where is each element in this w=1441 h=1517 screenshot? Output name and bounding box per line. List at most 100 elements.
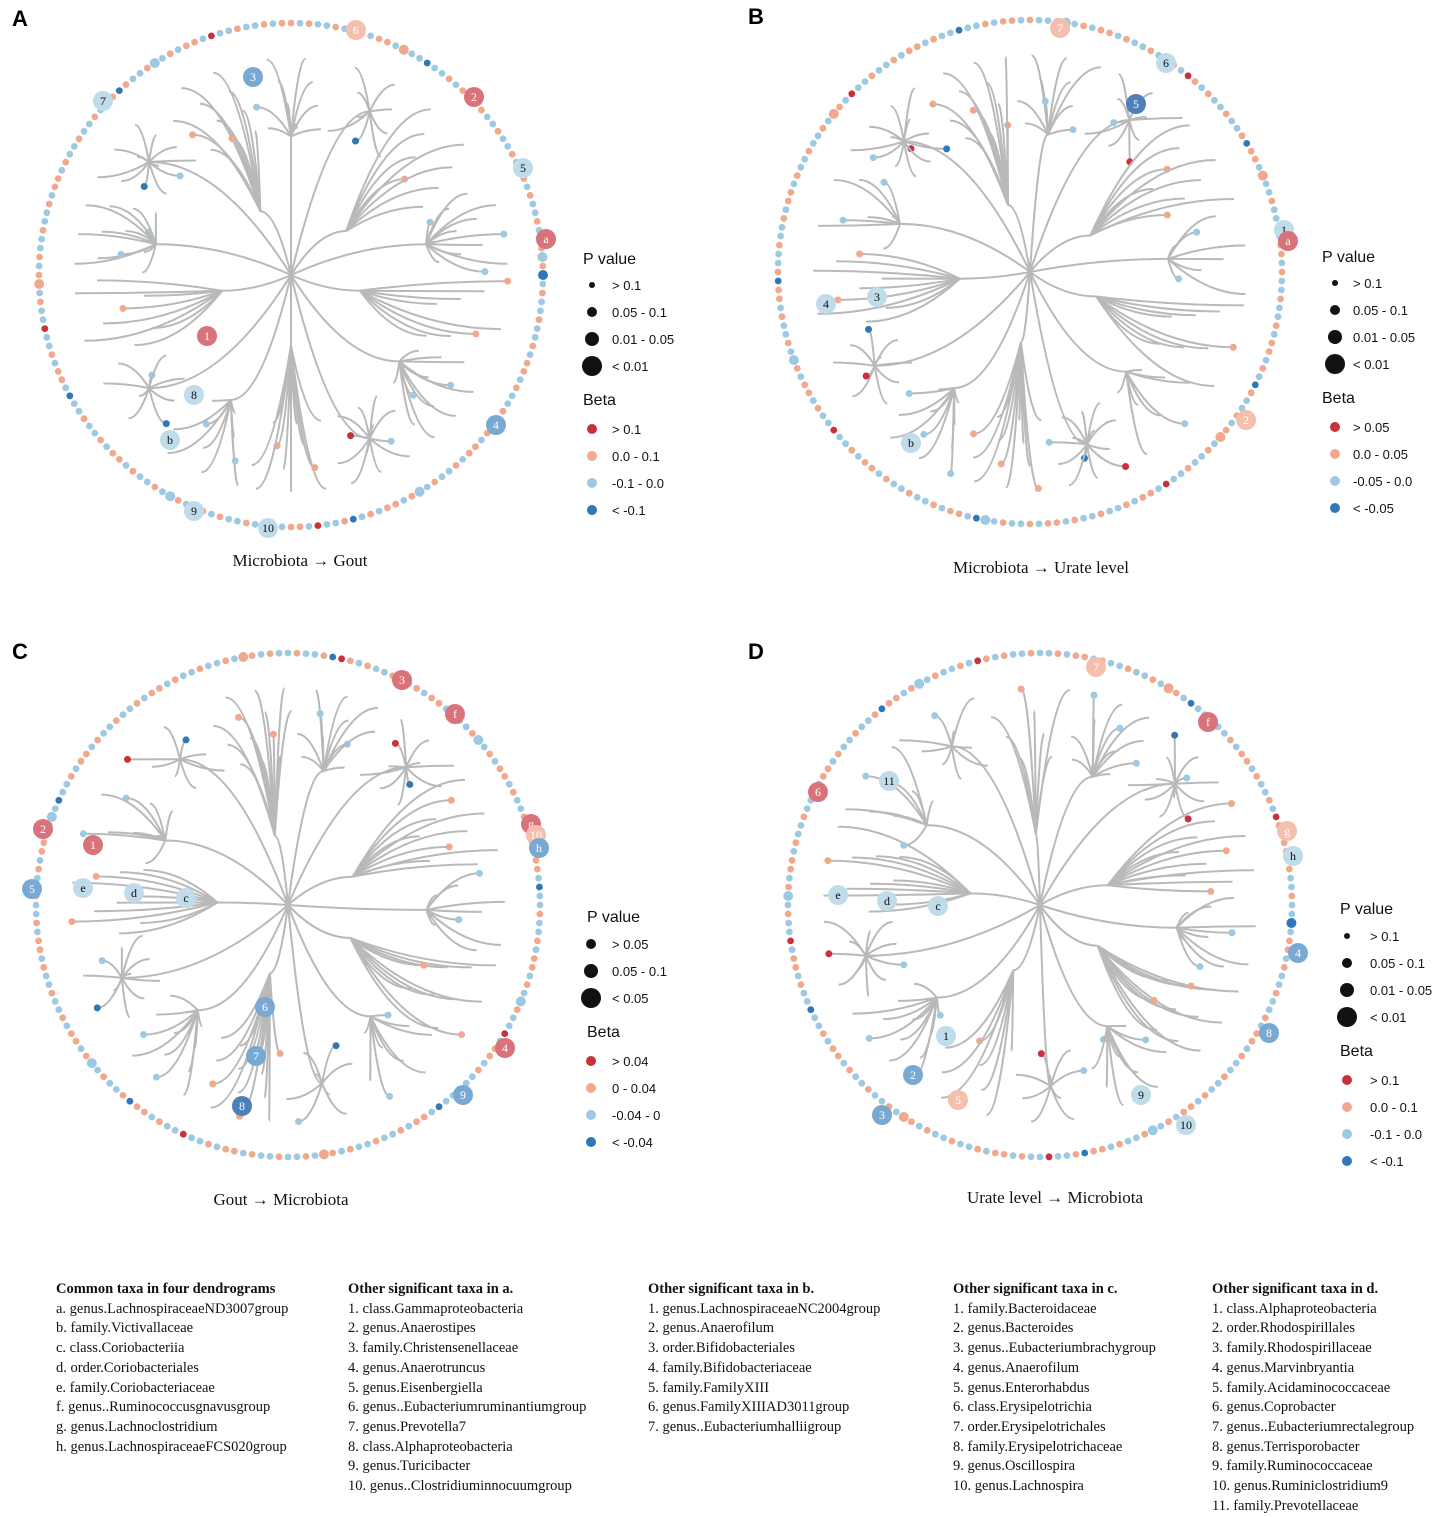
- taxa-list-item: 9. family.Ruminococcaceae: [1212, 1458, 1373, 1475]
- node-point: [862, 772, 870, 780]
- branch: [217, 901, 289, 906]
- leaf-dot: [1018, 1153, 1026, 1160]
- leaf-dot: [475, 1066, 482, 1074]
- leaf-dot: [1157, 680, 1165, 688]
- branch: [1107, 862, 1207, 887]
- taxa-list-item: 11. family.Prevotellaceae: [1212, 1497, 1359, 1514]
- taxa-list-item: 6. genus..Eubacteriumruminantiumgroup: [348, 1399, 587, 1416]
- branch: [827, 859, 971, 895]
- beta-legend-label: -0.04 - 0: [612, 1108, 660, 1123]
- leaf-dot: [536, 883, 543, 891]
- taxon-marker-circle: [903, 1065, 923, 1085]
- leaf-dot: [305, 20, 313, 27]
- labelled-markers: 6 3 7 2 5 a 1 8 b 4 9 10: [93, 20, 556, 538]
- node-point: [1090, 691, 1098, 699]
- node-point: [970, 430, 978, 438]
- branch: [242, 109, 262, 212]
- leaf-dot: [208, 510, 215, 518]
- leaf-dot: [287, 523, 295, 531]
- leaf-dot: [375, 507, 383, 515]
- taxon-marker: 3: [392, 670, 412, 690]
- taxon-marker-label: a: [543, 232, 549, 246]
- branch: [144, 243, 157, 253]
- leaf-dot: [854, 453, 862, 460]
- branch: [1096, 945, 1223, 1024]
- leaf-dot: [1276, 304, 1283, 312]
- branch: [349, 937, 483, 1003]
- branch: [850, 344, 876, 367]
- branch: [327, 110, 371, 132]
- pvalue-legend-title: P value: [1322, 249, 1375, 266]
- node-point: [228, 135, 236, 143]
- branch: [425, 207, 450, 245]
- leaf-dot: [828, 108, 839, 119]
- node-point: [920, 430, 928, 438]
- node-point: [869, 154, 877, 162]
- branch: [1144, 783, 1176, 801]
- leaf-dot: [43, 333, 51, 341]
- branch: [165, 839, 289, 906]
- leaf-dot: [938, 504, 946, 512]
- beta-legend-dot: [587, 451, 597, 461]
- branch: [321, 1082, 347, 1115]
- beta-legend-label: > 0.1: [1370, 1073, 1399, 1088]
- leaf-dot: [37, 244, 44, 252]
- node-point: [406, 780, 414, 788]
- branch: [979, 970, 1015, 1067]
- branch: [1080, 410, 1088, 445]
- leaf-dot: [41, 218, 49, 225]
- leaf-dot: [486, 750, 494, 758]
- branch: [349, 937, 462, 1036]
- leaf-dot: [797, 163, 805, 171]
- leaf-dot: [428, 1108, 436, 1116]
- branch: [120, 958, 150, 979]
- leaf-dot: [1008, 17, 1016, 24]
- legend: P value > 0.1 0.05 - 0.1 0.01 - 0.05 < 0.01 B…: [1337, 901, 1432, 1169]
- taxon-marker: 7: [1086, 657, 1106, 677]
- branch: [1049, 1085, 1062, 1099]
- branch: [290, 128, 321, 138]
- branch: [282, 345, 292, 470]
- node-point: [825, 950, 833, 958]
- taxon-marker-label: 11: [883, 774, 895, 788]
- node-point: [900, 841, 908, 849]
- taxa-list-item: 10. genus..Clostridiuminnocuumgroup: [348, 1478, 572, 1495]
- leaf-dot: [115, 456, 123, 463]
- leaf-dot: [1262, 180, 1270, 188]
- taxon-marker-label: b: [167, 433, 173, 447]
- leaf-dot: [801, 381, 809, 389]
- branch: [97, 161, 150, 179]
- node-point: [931, 712, 939, 720]
- leaf-dot: [85, 120, 93, 128]
- node-point: [276, 1049, 284, 1057]
- branch: [852, 996, 938, 1015]
- leaf-dot: [885, 699, 893, 707]
- taxon-marker-label: 2: [471, 90, 477, 104]
- branch: [1025, 122, 1049, 136]
- leaf-dot: [1191, 78, 1199, 85]
- leaf-dot: [803, 998, 811, 1005]
- leaf-dot: [957, 662, 964, 670]
- branch: [230, 274, 292, 401]
- node-point: [865, 1034, 873, 1042]
- leaf-dot: [473, 735, 484, 745]
- leaf-dot: [1072, 1151, 1080, 1158]
- branch: [222, 274, 292, 292]
- leaf-dot: [86, 1058, 97, 1069]
- leaf-dot: [1221, 1073, 1228, 1081]
- leaf-dot: [973, 514, 980, 522]
- leaf-dot: [36, 289, 43, 297]
- leaf-dot: [1177, 470, 1185, 478]
- leaf-dot: [149, 58, 160, 68]
- taxon-marker-label: d: [131, 886, 137, 900]
- taxa-list-title: Other significant taxa in a.: [348, 1281, 514, 1297]
- taxa-list-item: 5. genus.Enterorhabdus: [953, 1379, 1090, 1396]
- leaf-dot: [355, 1143, 363, 1151]
- leaf-dot: [890, 480, 898, 488]
- leaf-dot: [878, 1097, 886, 1105]
- taxon-marker: f: [445, 704, 465, 724]
- node-point: [481, 268, 489, 276]
- leaf-dot: [1265, 189, 1273, 196]
- taxa-list-item: 2. genus.Bacteroides: [953, 1320, 1074, 1337]
